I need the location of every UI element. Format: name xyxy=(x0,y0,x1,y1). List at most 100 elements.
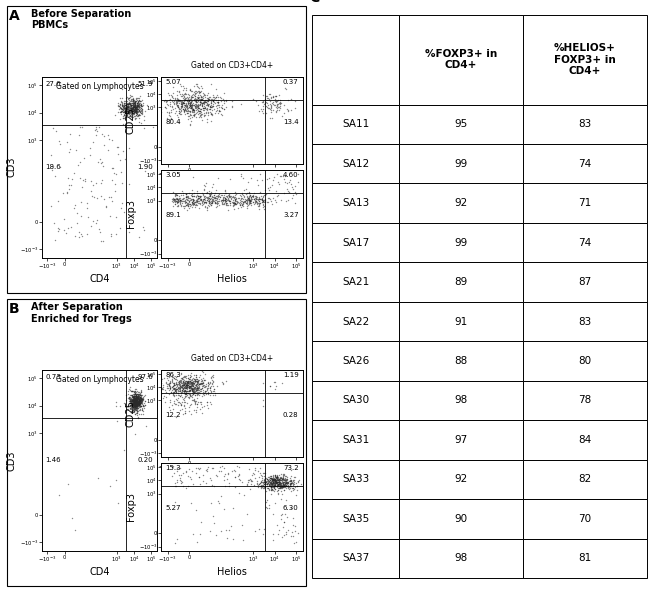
Point xyxy=(120,106,131,115)
Point xyxy=(200,386,210,395)
Point xyxy=(260,482,270,492)
Point xyxy=(190,374,200,384)
Point xyxy=(183,193,194,202)
Point xyxy=(194,87,205,96)
Point xyxy=(131,400,142,409)
Point xyxy=(250,464,261,473)
Point xyxy=(272,475,282,484)
Point xyxy=(125,99,136,108)
Point xyxy=(137,394,148,404)
Point xyxy=(187,90,197,99)
Point xyxy=(190,399,200,408)
Point xyxy=(265,503,275,513)
Point xyxy=(86,176,97,186)
Point xyxy=(177,397,188,407)
Point xyxy=(133,390,143,399)
Point xyxy=(136,398,146,407)
Point xyxy=(264,500,274,510)
Text: 80.4: 80.4 xyxy=(165,119,181,125)
Point xyxy=(129,395,140,405)
Point xyxy=(179,401,189,410)
Point xyxy=(183,379,193,388)
Point xyxy=(187,192,198,201)
Point xyxy=(219,104,229,114)
Point xyxy=(177,477,187,487)
Text: 15.3: 15.3 xyxy=(165,465,181,471)
Point xyxy=(200,93,210,102)
Point xyxy=(166,400,177,410)
Point xyxy=(242,193,253,202)
Point xyxy=(192,377,202,386)
Point xyxy=(259,201,270,211)
Point xyxy=(271,472,281,482)
Point xyxy=(125,111,135,121)
Point xyxy=(228,465,239,475)
Point xyxy=(127,103,138,112)
Point xyxy=(170,387,180,396)
Text: 80: 80 xyxy=(578,356,592,366)
Point xyxy=(272,99,282,109)
Point xyxy=(222,195,233,205)
Point xyxy=(135,96,146,105)
Point xyxy=(130,404,140,414)
Point xyxy=(254,482,265,491)
Point xyxy=(131,105,141,115)
Point xyxy=(263,94,274,104)
Point xyxy=(181,391,191,400)
Point xyxy=(132,391,142,400)
Point xyxy=(136,397,146,406)
Point xyxy=(199,181,209,190)
Point xyxy=(176,194,186,203)
Point xyxy=(129,395,140,405)
Point xyxy=(198,200,208,209)
Point xyxy=(244,464,255,474)
Point xyxy=(276,480,286,490)
Point xyxy=(176,201,187,211)
Point xyxy=(201,188,211,198)
Point xyxy=(205,382,215,392)
Point xyxy=(128,393,138,403)
Point xyxy=(248,191,258,200)
Point xyxy=(257,478,268,487)
Point xyxy=(289,198,300,208)
Point xyxy=(216,461,227,471)
Point xyxy=(267,482,278,492)
Point xyxy=(192,385,202,394)
Point xyxy=(199,104,209,113)
Point xyxy=(111,111,121,120)
Point xyxy=(209,385,219,394)
Point xyxy=(131,400,142,409)
Point xyxy=(278,475,289,484)
Point xyxy=(119,110,129,120)
Point xyxy=(177,98,188,108)
Point xyxy=(278,480,289,489)
Point xyxy=(261,174,272,184)
Point xyxy=(79,153,90,163)
Point xyxy=(181,103,192,112)
Point xyxy=(260,185,270,195)
Point xyxy=(129,391,140,401)
Point xyxy=(179,83,189,92)
Point xyxy=(133,403,143,412)
Point xyxy=(236,169,246,178)
Point xyxy=(274,474,284,484)
Point xyxy=(136,397,146,407)
Point xyxy=(272,104,282,113)
Point xyxy=(170,478,180,488)
Point xyxy=(133,397,143,406)
Point xyxy=(131,395,141,405)
Point xyxy=(185,391,196,401)
Point xyxy=(273,475,283,485)
Point xyxy=(182,398,192,408)
Point xyxy=(177,97,188,107)
Point xyxy=(292,169,303,179)
Bar xyxy=(312,341,399,381)
Point xyxy=(170,95,181,104)
Point xyxy=(132,102,142,112)
Point xyxy=(281,529,291,539)
Point xyxy=(281,105,292,114)
Point xyxy=(179,88,190,98)
Point xyxy=(286,180,296,189)
Point xyxy=(183,388,194,398)
Point xyxy=(266,475,276,484)
